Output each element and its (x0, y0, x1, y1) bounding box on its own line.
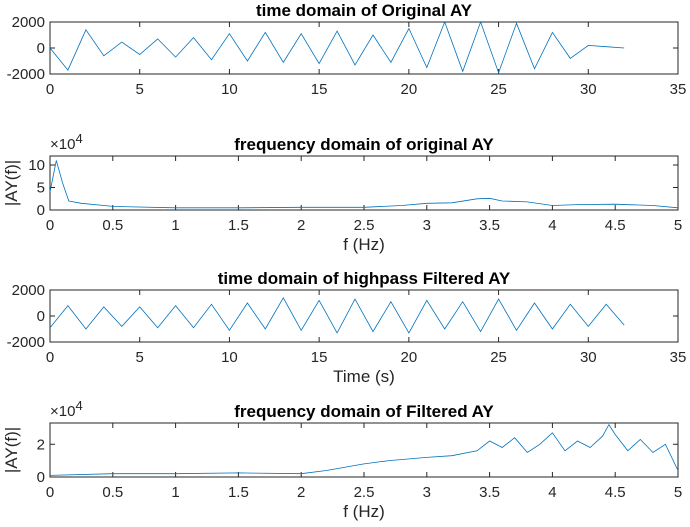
x-axis-label: Time (s) (333, 367, 395, 386)
x-tick-label: 5 (136, 81, 144, 98)
x-tick-label: 35 (670, 349, 687, 366)
axis-exponent-label: ×104 (50, 398, 83, 420)
chart-title: frequency domain of original AY (234, 135, 494, 154)
x-tick-label: 1.5 (228, 484, 249, 501)
y-tick-label: -2000 (7, 66, 45, 83)
y-tick-label: -2000 (7, 334, 45, 351)
y-tick-label: 2 (37, 436, 45, 453)
x-tick-label: 2 (297, 484, 305, 501)
x-tick-label: 3 (423, 484, 431, 501)
chart-title: frequency domain of Filtered AY (234, 402, 494, 421)
series-line (49, 296, 625, 334)
x-tick-label: 3.5 (479, 217, 500, 234)
y-tick-label: 0 (37, 469, 45, 486)
axis-exponent-label: ×104 (50, 131, 83, 153)
x-tick-label: 15 (311, 81, 328, 98)
x-tick-label: 0.5 (102, 217, 123, 234)
chart-title: time domain of highpass Filtered AY (218, 269, 511, 288)
x-tick-label: 1 (171, 484, 179, 501)
series-line (49, 160, 679, 209)
x-tick-label: 10 (221, 81, 238, 98)
series-line (49, 423, 679, 476)
x-tick-label: 15 (311, 349, 328, 366)
x-tick-label: 0 (46, 484, 54, 501)
x-tick-label: 3.5 (479, 484, 500, 501)
x-tick-label: 1.5 (228, 217, 249, 234)
plot-area (49, 422, 679, 478)
y-tick-label: 2000 (12, 14, 45, 31)
plot-area (49, 155, 679, 211)
x-tick-label: 35 (670, 81, 687, 98)
x-tick-label: 2.5 (354, 217, 375, 234)
y-tick-label: 0 (37, 40, 45, 57)
x-tick-label: 0 (46, 217, 54, 234)
x-tick-label: 4.5 (605, 484, 626, 501)
chart-title: time domain of Original AY (256, 1, 473, 20)
x-tick-label: 2 (297, 217, 305, 234)
x-tick-label: 0 (46, 349, 54, 366)
x-tick-label: 20 (401, 349, 418, 366)
y-tick-label: 5 (37, 180, 45, 197)
x-tick-label: 30 (580, 349, 597, 366)
x-tick-label: 5 (136, 349, 144, 366)
x-tick-label: 4 (548, 484, 556, 501)
y-axis-label: |AY(f)| (2, 427, 21, 473)
y-tick-label: 0 (37, 308, 45, 325)
x-tick-label: 25 (490, 81, 507, 98)
x-tick-label: 20 (401, 81, 418, 98)
x-tick-label: 3 (423, 217, 431, 234)
x-tick-label: 2.5 (354, 484, 375, 501)
x-tick-label: 25 (490, 349, 507, 366)
x-tick-label: 4.5 (605, 217, 626, 234)
x-tick-label: 1 (171, 217, 179, 234)
y-tick-label: 0 (37, 202, 45, 219)
x-tick-label: 10 (221, 349, 238, 366)
x-tick-label: 0 (46, 81, 54, 98)
y-tick-label: 2000 (12, 282, 45, 299)
subplot-2: frequency domain of original AY 0 0.5 1 1.5 2… (2, 131, 682, 254)
y-tick-label: 10 (28, 157, 45, 174)
x-tick-label: 5 (674, 217, 682, 234)
x-axis-label: f (Hz) (343, 235, 385, 254)
x-tick-label: 4 (548, 217, 556, 234)
x-tick-label: 30 (580, 81, 597, 98)
plot-area (49, 21, 679, 75)
y-axis-label: |AY(f)| (2, 160, 21, 206)
subplot-4: frequency domain of Filtered AY 0 0.5 1 1.5 2… (2, 398, 682, 521)
x-axis-label: f (Hz) (343, 502, 385, 521)
x-tick-label: 0.5 (102, 484, 123, 501)
subplot-1: time domain of Original AY 0 5 10 15 20 25 30 35… (7, 1, 687, 98)
subplot-3: time domain of highpass Filtered AY 0 5 10 1… (7, 269, 687, 386)
x-tick-label: 5 (674, 484, 682, 501)
series-line (49, 20, 625, 74)
